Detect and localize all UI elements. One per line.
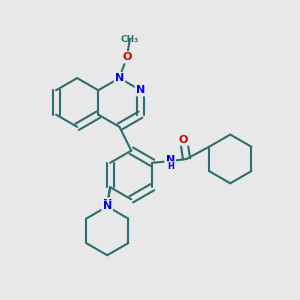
Text: CH₃: CH₃ xyxy=(121,35,139,44)
Text: N: N xyxy=(115,73,124,83)
Text: N: N xyxy=(166,155,175,165)
Text: H: H xyxy=(167,162,174,171)
Text: N: N xyxy=(136,85,145,95)
Text: N: N xyxy=(103,199,112,208)
Text: N: N xyxy=(103,202,112,212)
Text: O: O xyxy=(122,52,131,62)
Text: O: O xyxy=(179,135,188,145)
